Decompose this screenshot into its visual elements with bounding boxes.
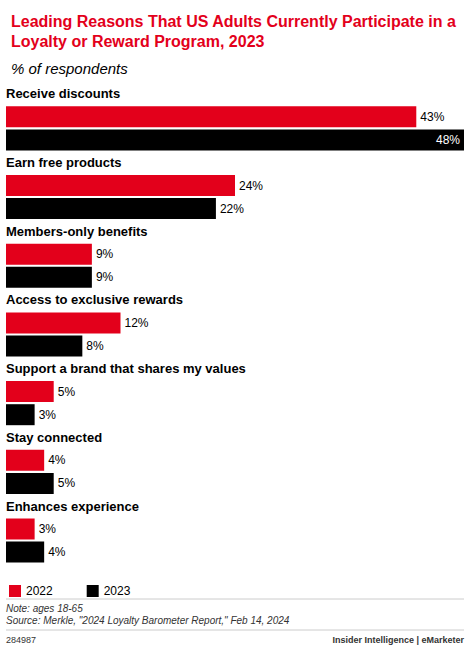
svg-text:Note: ages 18-65: Note: ages 18-65 (6, 603, 83, 614)
svg-text:Source: Merkle, "2024 Loyalty: Source: Merkle, "2024 Loyalty Barometer … (6, 615, 290, 626)
svg-text:Insider Intelligence | eMarket: Insider Intelligence | eMarketer (332, 635, 464, 645)
svg-text:3%: 3% (39, 522, 57, 536)
svg-text:24%: 24% (239, 179, 263, 193)
svg-text:4%: 4% (48, 545, 66, 559)
svg-text:Stay connected: Stay connected (6, 430, 102, 445)
svg-text:Leading Reasons That US Adults: Leading Reasons That US Adults Currently… (11, 13, 460, 30)
svg-text:Receive discounts: Receive discounts (6, 86, 120, 101)
svg-text:43%: 43% (420, 110, 444, 124)
svg-text:Members-only benefits: Members-only benefits (6, 224, 148, 239)
svg-text:Enhances experience: Enhances experience (6, 499, 139, 514)
svg-text:9%: 9% (96, 270, 114, 284)
svg-text:284987: 284987 (6, 635, 36, 645)
svg-text:8%: 8% (86, 339, 104, 353)
svg-text:% of respondents: % of respondents (11, 60, 128, 77)
svg-text:5%: 5% (58, 476, 76, 490)
svg-text:2023: 2023 (104, 584, 131, 598)
svg-text:2022: 2022 (26, 584, 53, 598)
svg-text:9%: 9% (96, 247, 114, 261)
svg-text:48%: 48% (436, 133, 460, 147)
svg-text:3%: 3% (39, 408, 57, 422)
svg-text:Earn free products: Earn free products (6, 155, 122, 170)
svg-text:22%: 22% (220, 202, 244, 216)
svg-text:12%: 12% (125, 316, 149, 330)
svg-text:Loyalty or Reward Program, 202: Loyalty or Reward Program, 2023 (11, 33, 265, 50)
svg-text:Access to exclusive rewards: Access to exclusive rewards (6, 292, 183, 307)
svg-text:4%: 4% (48, 453, 66, 467)
svg-text:Support a brand that shares my: Support a brand that shares my values (6, 361, 246, 376)
svg-text:5%: 5% (58, 385, 76, 399)
